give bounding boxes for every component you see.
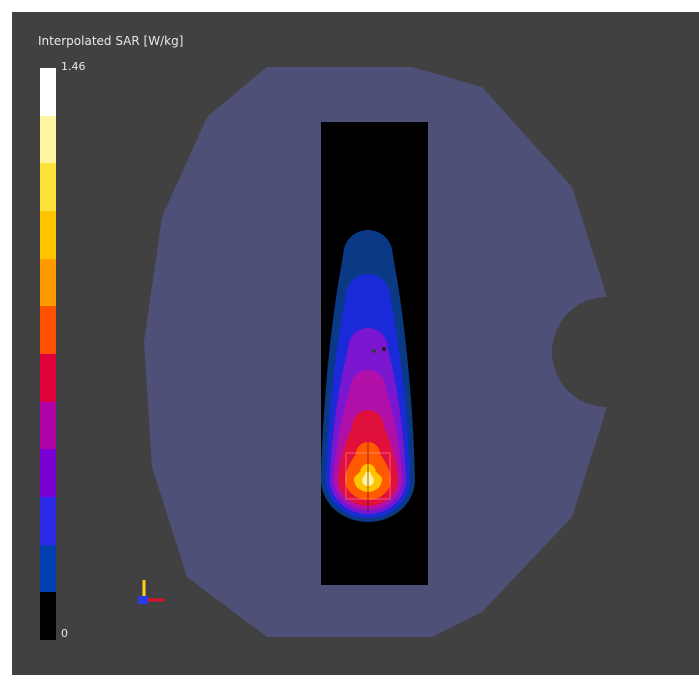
legend-swatch bbox=[40, 115, 56, 164]
legend-swatch bbox=[40, 497, 56, 545]
sar-contours bbox=[321, 230, 415, 522]
color-legend-bar bbox=[40, 68, 56, 641]
viewport-3d[interactable]: Interpolated SAR [W/kg] 1.46 0 bbox=[12, 12, 699, 675]
probe-marker bbox=[382, 347, 386, 351]
legend-swatch bbox=[40, 449, 56, 498]
legend-swatch bbox=[40, 258, 56, 307]
sar-scene bbox=[144, 67, 607, 637]
axis-z-cube bbox=[138, 596, 148, 604]
legend-swatch bbox=[40, 306, 56, 355]
legend-swatch bbox=[40, 544, 56, 593]
legend-swatch bbox=[40, 401, 56, 450]
legend-swatch bbox=[40, 592, 56, 641]
legend-swatch bbox=[40, 68, 56, 116]
legend-max-label: 1.46 bbox=[61, 60, 86, 73]
legend-min-label: 0 bbox=[61, 627, 68, 640]
axis-triad[interactable] bbox=[132, 572, 172, 612]
legend-swatch bbox=[40, 354, 56, 402]
legend-swatch bbox=[40, 211, 56, 259]
legend-swatch bbox=[40, 163, 56, 212]
legend-title: Interpolated SAR [W/kg] bbox=[38, 34, 184, 48]
probe-marker bbox=[372, 349, 376, 353]
